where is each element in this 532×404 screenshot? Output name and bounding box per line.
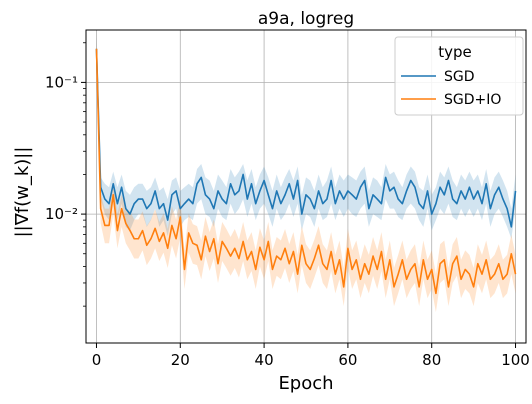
plot-frame bbox=[85, 29, 527, 344]
line-sgd bbox=[95, 48, 517, 228]
series-lines bbox=[95, 48, 517, 295]
confidence-bands bbox=[96, 37, 516, 313]
x-tick-label: 60 bbox=[338, 351, 357, 369]
y-axis-label-group: ||∇f(w_k)|| bbox=[12, 147, 33, 238]
y-tick-label: 10⁻¹ bbox=[45, 73, 78, 91]
x-tick-label: 20 bbox=[171, 351, 190, 369]
x-axis-label: Epoch bbox=[278, 373, 333, 394]
y-axis-label: ||∇f(w_k)|| bbox=[12, 147, 33, 238]
legend-title: type bbox=[438, 43, 472, 61]
legend-label-sgd: SGD bbox=[444, 69, 475, 85]
y-tick-label: 10⁻² bbox=[45, 205, 78, 223]
band-sgd bbox=[96, 37, 516, 239]
legend: type SGD SGD+IO bbox=[394, 36, 524, 116]
legend-label-sgd-io: SGD+IO bbox=[444, 92, 501, 108]
line-sgd-io bbox=[95, 48, 517, 295]
axis-ticks: 0 20 40 60 80 100 10⁻² 10⁻¹ bbox=[45, 42, 530, 369]
band-sgd-io bbox=[96, 37, 516, 313]
x-tick-label: 100 bbox=[501, 351, 530, 369]
x-tick-label: 80 bbox=[422, 351, 441, 369]
x-tick-label: 0 bbox=[92, 351, 102, 369]
chart-title: a9a, logreg bbox=[258, 9, 354, 29]
x-tick-label: 40 bbox=[255, 351, 274, 369]
legend-box bbox=[394, 36, 524, 116]
